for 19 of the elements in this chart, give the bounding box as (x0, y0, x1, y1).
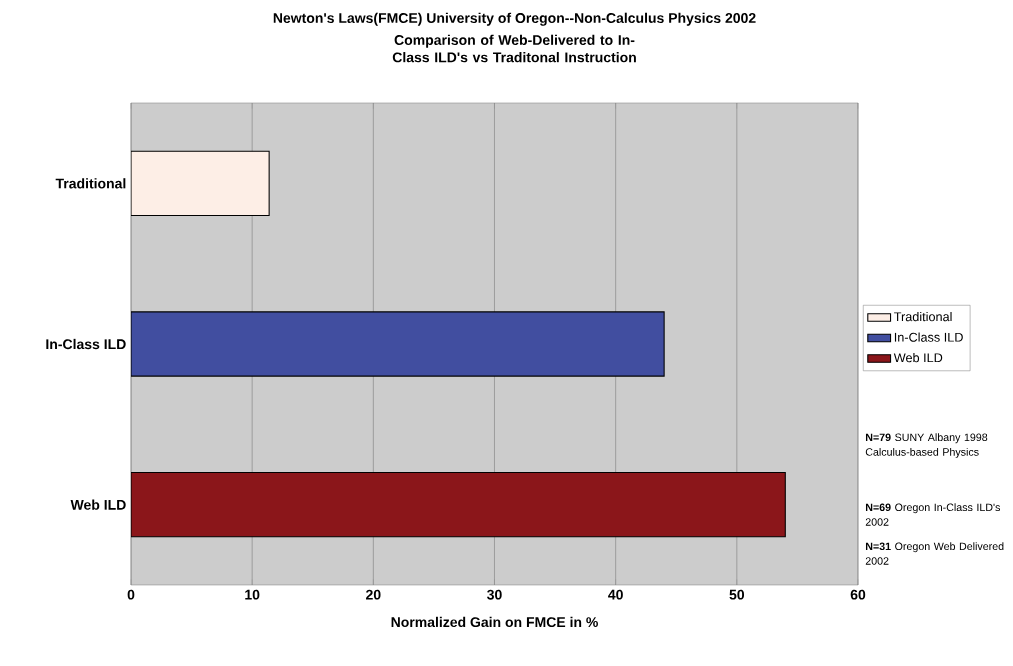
y-tick-label: Web ILD (70, 499, 126, 510)
chart-title: Newton's Laws(FMCE) University of Oregon--Non-Calculus Physics 2002 (273, 12, 756, 26)
text: N=79 SUNY Albany 1998 Calculus-based Physics (865, 433, 988, 458)
x-tick-label: 60 (850, 589, 866, 600)
chart-subtitle: Comparison of Web-Delivered to In-Class ILD's vs Traditonal Instruction (392, 34, 636, 63)
x-tick-label: 10 (245, 589, 260, 600)
legend-label: In-Class ILD (894, 332, 963, 342)
text: N=31 Oregon Web Delivered 2002 (865, 542, 1004, 565)
x-tick-label: 30 (487, 589, 502, 600)
legend-label: Traditional (894, 311, 952, 322)
x-tick-label: 20 (366, 589, 381, 600)
legend-label: Web ILD (893, 352, 943, 363)
x-tick-label: 0 (127, 589, 135, 600)
y-tick-label: Traditional (55, 178, 126, 189)
x-tick-label: 50 (729, 589, 745, 600)
x-axis-title: Normalized Gain on FMCE in % (391, 616, 598, 628)
x-tick-label: 40 (608, 589, 623, 600)
text: N=69 Oregon In-Class ILD's 2002 (865, 503, 1001, 526)
y-tick-label: In-Class ILD (46, 338, 126, 350)
